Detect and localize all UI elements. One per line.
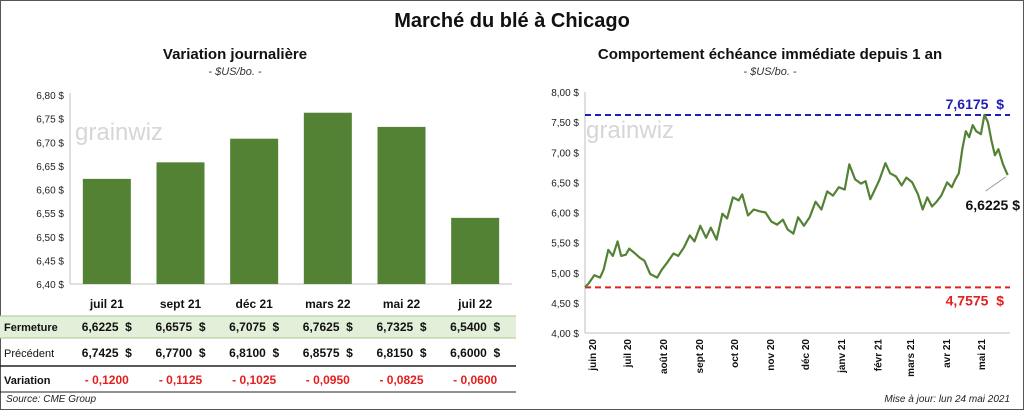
high-value-label: 7,6175 $	[946, 96, 1005, 112]
table-cell: 6,8150 $	[376, 346, 426, 360]
table-cell: 6,7625 $	[303, 320, 353, 334]
x-tick-label: sept 20	[695, 339, 706, 374]
y-tick-label: 6,50 $	[551, 178, 579, 189]
table-cell: - 0,0600	[453, 373, 497, 387]
table-cell: - 0,1125	[159, 373, 203, 387]
bar	[230, 138, 279, 284]
y-tick-label: 4,50 $	[551, 299, 579, 310]
bar	[451, 217, 500, 284]
price-series-line	[584, 113, 1009, 288]
y-tick-label: 6,40 $	[36, 280, 64, 291]
x-tick-label: oct 20	[730, 339, 741, 368]
left-chart-unit: - $US/bo. -	[208, 66, 262, 78]
x-tick-label: juil 20	[623, 339, 634, 369]
x-tick-label: avr 21	[942, 339, 953, 368]
page-title: Marché du blé à Chicago	[394, 10, 630, 32]
x-tick-label: mars 21	[906, 339, 917, 377]
watermark-logo: grainwiz	[586, 117, 674, 144]
y-tick-label: 6,80 $	[36, 91, 64, 102]
table-cell: 6,7075 $	[229, 320, 279, 334]
table-cell: 6,7700 $	[155, 346, 205, 360]
x-tick-label: févr 21	[873, 339, 884, 372]
x-category-label: juil 21	[89, 297, 124, 311]
x-tick-label: août 20	[659, 339, 670, 374]
x-category-label: mars 22	[305, 297, 351, 311]
table-cell: 6,7425 $	[82, 346, 132, 360]
right-chart-unit: - $US/bo. -	[743, 66, 797, 78]
y-tick-label: 6,70 $	[36, 138, 64, 149]
x-category-label: sept 21	[160, 297, 202, 311]
left-chart-title: Variation journalière	[162, 46, 308, 63]
y-tick-label: 6,60 $	[36, 186, 64, 197]
bar	[156, 162, 205, 284]
bar	[377, 126, 426, 284]
table-row-label: Variation	[4, 375, 51, 387]
y-tick-label: 6,65 $	[36, 162, 64, 173]
table-cell: 6,6000 $	[450, 346, 500, 360]
table-cell: - 0,0950	[306, 373, 350, 387]
y-tick-label: 5,00 $	[551, 269, 579, 280]
update-note: Mise à jour: lun 24 mai 2021	[884, 394, 1010, 405]
bar-chart: 6,40 $ 6,45 $ 6,50 $ 6,55 $ 6,60 $ 6,65 $ 6,70…	[0, 91, 516, 393]
table-cell: - 0,1200	[85, 373, 129, 387]
x-tick-label: nov 20	[766, 339, 777, 371]
right-chart-title: Comportement échéance immédiate depuis 1…	[597, 46, 943, 63]
table-cell: 6,8575 $	[303, 346, 353, 360]
close-row-background	[0, 316, 516, 338]
y-tick-label: 4,00 $	[551, 329, 579, 340]
low-value-label: 4,7575 $	[946, 292, 1005, 308]
y-tick-label: 6,50 $	[36, 233, 64, 244]
x-tick-label: déc 20	[801, 339, 812, 371]
y-tick-label: 8,00 $	[551, 88, 579, 99]
y-tick-label: 7,50 $	[551, 118, 579, 129]
table-cell: 6,5400 $	[450, 320, 500, 334]
table-cell: - 0,1025	[232, 373, 276, 387]
y-tick-label: 7,00 $	[551, 148, 579, 159]
y-tick-label: 6,45 $	[36, 256, 64, 267]
y-tick-label: 6,00 $	[551, 209, 579, 220]
last-value-label: 6,6225 $	[966, 197, 1021, 213]
line-chart: 4,00 $ 4,50 $ 5,00 $ 5,50 $ 6,00 $ 6,50 $ 7,00…	[551, 88, 1021, 377]
last-value-leader	[985, 176, 1006, 192]
y-tick-label: 6,75 $	[36, 115, 64, 126]
watermark-logo: grainwiz	[75, 119, 163, 146]
table-cell: 6,6225 $	[82, 320, 132, 334]
bar	[303, 112, 352, 284]
bar	[82, 178, 131, 284]
x-category-label: déc 21	[235, 297, 273, 311]
x-category-label: juil 22	[457, 297, 492, 311]
x-tick-label: juin 20	[588, 339, 599, 372]
y-tick-label: 6,55 $	[36, 209, 64, 220]
x-tick-label: janv 21	[837, 339, 848, 374]
table-cell: 6,6575 $	[155, 320, 205, 334]
y-tick-label: 5,50 $	[551, 239, 579, 250]
x-tick-label: mai 21	[977, 339, 988, 371]
x-category-label: mai 22	[383, 297, 421, 311]
table-row-label: Fermeture	[4, 322, 58, 334]
source-note: Source: CME Group	[6, 394, 97, 405]
table-row-label: Précédent	[4, 348, 54, 360]
table-cell: 6,7325 $	[376, 320, 426, 334]
table-cell: - 0,0825	[379, 373, 423, 387]
table-cell: 6,8100 $	[229, 346, 279, 360]
